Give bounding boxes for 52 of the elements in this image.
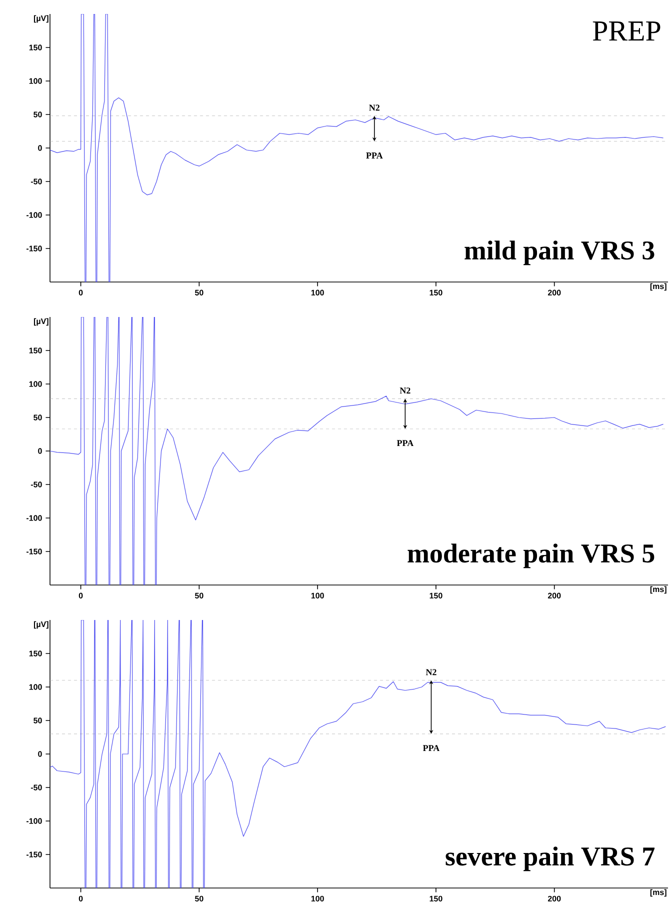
y-tick-label: -150 [26, 548, 42, 554]
x-tick-label: 50 [194, 896, 204, 902]
y-tick-label: -150 [26, 852, 42, 858]
annotation: PPA [366, 152, 383, 158]
y-tick-label: 150 [29, 44, 42, 50]
y-tick-label: 0 [38, 448, 42, 454]
annotation: PREP [592, 22, 660, 41]
y-tick-label: 100 [29, 78, 42, 84]
text: moderate pain VRS 5 [408, 544, 654, 568]
y-tick-label: -50 [30, 784, 42, 790]
x-tick-label: 50 [194, 592, 204, 598]
y-axis-title: [µV] [34, 621, 48, 629]
x-tick-label: 150 [430, 290, 442, 296]
x-tick-label: 50 [194, 290, 204, 296]
y-tick-label: 50 [34, 414, 42, 420]
annotation: N2 [400, 388, 410, 394]
x-tick-label: 0 [78, 896, 83, 902]
y-tick-label: -50 [30, 178, 42, 184]
y-tick-label: 50 [34, 718, 42, 724]
y-tick-label: 100 [29, 684, 42, 690]
y-tick-label: -100 [26, 818, 42, 824]
text: severe pain VRS 7 [446, 846, 655, 872]
y-tick-label: -50 [30, 482, 42, 488]
annotation: N2 [426, 669, 436, 676]
x-axis-title: [ms] [650, 586, 666, 594]
x-tick-label: 100 [311, 896, 324, 902]
x-tick-label: 200 [548, 896, 561, 902]
y-tick-label: -100 [26, 515, 42, 521]
y-tick-label: 100 [29, 381, 42, 387]
y-tick-label: 0 [38, 751, 42, 757]
x-axis-title: [ms] [650, 283, 666, 291]
y-tick-label: -100 [26, 212, 42, 218]
y-tick-label: 0 [38, 145, 42, 151]
x-tick-label: 0 [78, 592, 83, 598]
annotation: PPA [422, 745, 440, 752]
annotation: PPA [396, 440, 414, 446]
annotation: N2 [369, 104, 380, 111]
x-axis-title: [ms] [650, 889, 666, 897]
x-tick-label: 200 [548, 592, 561, 598]
y-axis-title: [µV] [34, 318, 48, 326]
y-tick-label: 150 [29, 650, 42, 656]
y-tick-label: 50 [34, 112, 42, 118]
y-axis-title: [µV] [34, 15, 48, 23]
x-tick-label: 200 [548, 290, 561, 296]
x-tick-label: 100 [311, 592, 324, 598]
x-tick-label: 0 [78, 290, 83, 296]
x-tick-label: 100 [311, 290, 324, 296]
y-tick-label: -150 [26, 246, 42, 252]
x-tick-label: 150 [430, 896, 442, 902]
x-tick-label: 150 [430, 592, 442, 598]
y-tick-label: 150 [29, 348, 42, 354]
text: mild pain VRS 3 [464, 240, 654, 266]
